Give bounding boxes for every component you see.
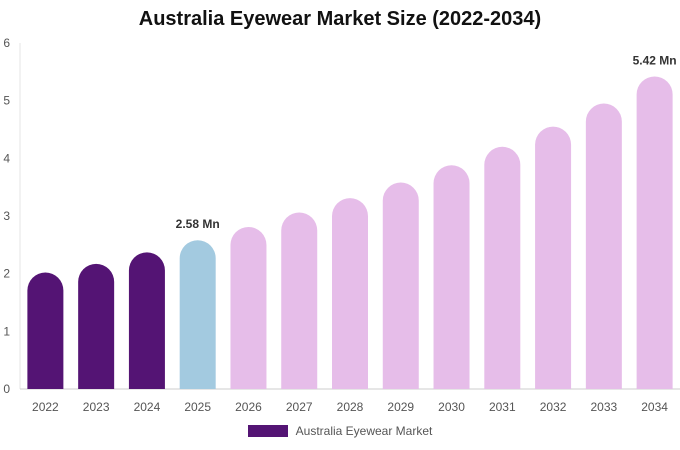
bar-2031	[484, 146, 521, 389]
x-tick-label: 2028	[337, 400, 364, 414]
x-tick-label: 2034	[641, 400, 668, 414]
y-tick-label: 4	[3, 151, 10, 165]
data-label-2025: 2.58 Mn	[176, 217, 220, 231]
bar-2024	[128, 252, 165, 389]
bar-2023	[78, 263, 115, 389]
bar-2022	[27, 272, 64, 389]
bar-2034	[636, 76, 673, 390]
bar-2027	[281, 212, 318, 389]
x-tick-label: 2030	[438, 400, 465, 414]
bar-2032	[535, 126, 572, 390]
x-tick-label: 2024	[134, 400, 161, 414]
x-tick-label: 2023	[83, 400, 110, 414]
x-axis-ticks: 2022 2023 2024 2025 2026 2027 2028 2029 2030 2031…	[32, 400, 668, 414]
y-tick-label: 0	[3, 382, 10, 396]
x-tick-label: 2032	[540, 400, 567, 414]
x-tick-label: 2026	[235, 400, 262, 414]
bar-2026	[230, 226, 267, 389]
x-tick-label: 2033	[590, 400, 617, 414]
bar-2028	[332, 198, 368, 389]
y-tick-label: 1	[3, 324, 10, 338]
y-tick-label: 3	[3, 209, 10, 223]
data-label-2034: 5.42 Mn	[633, 53, 677, 67]
bar-2030	[433, 165, 470, 389]
bar-2033	[585, 103, 622, 390]
chart-title: Australia Eyewear Market Size (2022-2034…	[138, 8, 542, 30]
legend-swatch	[247, 425, 288, 437]
legend: Australia Eyewear Market	[0, 424, 680, 438]
x-tick-label: 2027	[286, 400, 313, 414]
bar-2025	[179, 240, 216, 389]
y-axis-ticks: 0 1 2 3 4 5 6	[3, 36, 10, 396]
y-tick-label: 2	[3, 267, 10, 281]
x-tick-label: 2029	[387, 400, 414, 414]
legend-label: Australia Eyewear Market	[295, 424, 433, 438]
x-tick-label: 2025	[184, 400, 211, 414]
x-tick-label: 2022	[32, 400, 59, 414]
bar-2029	[382, 182, 419, 389]
data-labels: 2.58 Mn 5.42 Mn	[176, 53, 677, 231]
x-tick-label: 2031	[489, 400, 516, 414]
y-tick-label: 6	[3, 36, 10, 50]
bars	[27, 76, 673, 390]
y-tick-label: 5	[3, 94, 10, 108]
